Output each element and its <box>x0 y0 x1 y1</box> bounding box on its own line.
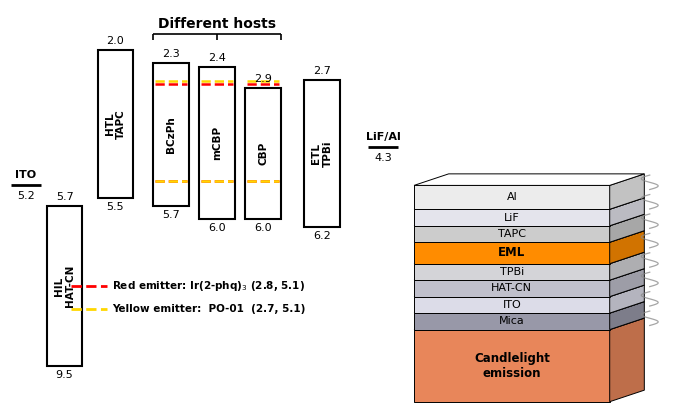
Text: Yellow emitter:  PO-01  (2.7, 5.1): Yellow emitter: PO-01 (2.7, 5.1) <box>112 304 305 314</box>
Polygon shape <box>414 226 610 242</box>
Polygon shape <box>610 198 644 226</box>
Bar <box>47 206 82 366</box>
Text: 5.2: 5.2 <box>17 191 35 201</box>
Text: 2.0: 2.0 <box>106 36 125 46</box>
Polygon shape <box>610 318 644 402</box>
Polygon shape <box>414 174 644 185</box>
Polygon shape <box>414 280 610 297</box>
Text: 2.3: 2.3 <box>162 49 180 59</box>
Bar <box>199 67 234 219</box>
Text: EML: EML <box>498 246 526 260</box>
Polygon shape <box>414 264 610 280</box>
Polygon shape <box>414 214 644 226</box>
Text: 6.0: 6.0 <box>208 223 226 233</box>
Polygon shape <box>414 269 644 280</box>
Text: LiF/Al: LiF/Al <box>365 132 400 142</box>
Polygon shape <box>610 214 644 242</box>
Text: Red emitter: Ir(2-phq)$_3$ (2.8, 5.1): Red emitter: Ir(2-phq)$_3$ (2.8, 5.1) <box>112 279 305 293</box>
Text: 2.9: 2.9 <box>254 74 272 84</box>
Text: 6.0: 6.0 <box>254 223 272 233</box>
Polygon shape <box>414 252 644 264</box>
Text: mCBP: mCBP <box>212 126 222 160</box>
Text: Candlelight
emission: Candlelight emission <box>474 352 550 379</box>
Text: 2.7: 2.7 <box>313 66 331 76</box>
Text: CBP: CBP <box>258 142 268 165</box>
Polygon shape <box>610 269 644 297</box>
Polygon shape <box>414 209 610 226</box>
Text: 5.5: 5.5 <box>106 202 124 212</box>
Polygon shape <box>414 185 610 209</box>
Polygon shape <box>610 174 644 209</box>
Text: ETL
TPBi: ETL TPBi <box>312 140 332 167</box>
Text: TPBi: TPBi <box>500 267 524 277</box>
Text: 2.4: 2.4 <box>208 53 226 63</box>
Bar <box>246 88 281 219</box>
Polygon shape <box>610 285 644 313</box>
Polygon shape <box>414 313 610 330</box>
Polygon shape <box>414 242 610 264</box>
Bar <box>98 50 133 198</box>
Text: LiF: LiF <box>504 213 519 222</box>
Polygon shape <box>414 302 644 313</box>
Text: 9.5: 9.5 <box>56 370 74 380</box>
Polygon shape <box>610 302 644 330</box>
Polygon shape <box>610 231 644 264</box>
Polygon shape <box>414 297 610 313</box>
Text: HTL
TAPC: HTL TAPC <box>104 109 126 139</box>
Text: Al: Al <box>507 192 517 202</box>
Polygon shape <box>414 198 644 209</box>
Text: ITO: ITO <box>15 170 36 180</box>
Text: HAT-CN: HAT-CN <box>491 283 533 293</box>
Text: BCzPh: BCzPh <box>166 116 176 153</box>
Text: Mica: Mica <box>499 316 525 326</box>
Text: HIL
HAT-CN: HIL HAT-CN <box>54 265 76 307</box>
Text: TAPC: TAPC <box>498 229 526 239</box>
Polygon shape <box>414 231 644 242</box>
Text: ITO: ITO <box>503 300 522 310</box>
Text: 5.7: 5.7 <box>162 210 180 220</box>
Text: 4.3: 4.3 <box>374 153 392 163</box>
Polygon shape <box>414 318 644 330</box>
Polygon shape <box>414 330 610 402</box>
Text: 6.2: 6.2 <box>313 231 331 241</box>
Text: Different hosts: Different hosts <box>158 17 276 31</box>
Polygon shape <box>610 252 644 280</box>
Bar <box>153 63 188 206</box>
Bar <box>304 80 340 227</box>
Text: 5.7: 5.7 <box>56 192 74 202</box>
Polygon shape <box>414 285 644 297</box>
